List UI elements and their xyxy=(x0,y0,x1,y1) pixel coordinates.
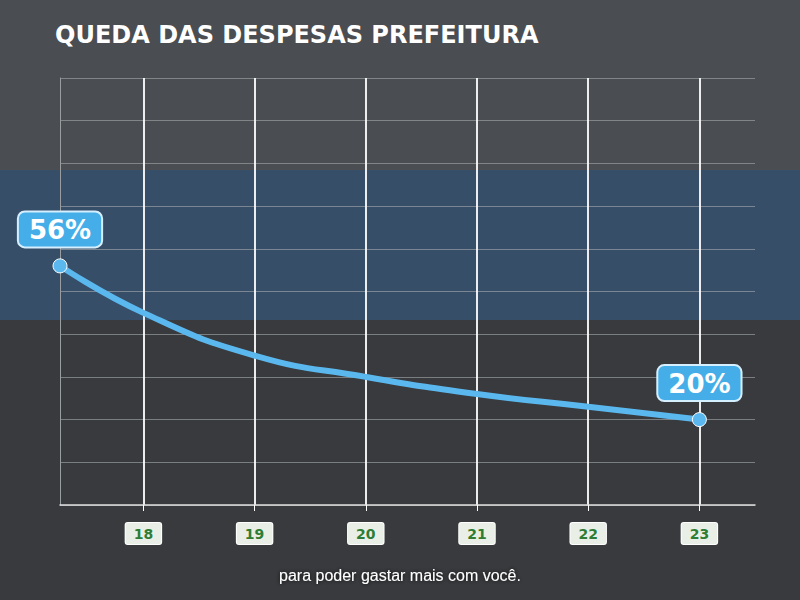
svg-text:22: 22 xyxy=(578,526,597,542)
svg-text:QUEDA DAS DESPESAS PREFEITURA: QUEDA DAS DESPESAS PREFEITURA xyxy=(55,21,539,49)
svg-text:18: 18 xyxy=(134,526,153,542)
svg-text:19: 19 xyxy=(245,526,264,542)
svg-text:para poder gastar mais com voc: para poder gastar mais com você. xyxy=(279,567,521,584)
svg-text:56%: 56% xyxy=(29,215,91,245)
svg-text:23: 23 xyxy=(690,526,709,542)
svg-text:20%: 20% xyxy=(668,369,730,399)
svg-text:21: 21 xyxy=(467,526,486,542)
svg-text:20: 20 xyxy=(356,526,376,542)
